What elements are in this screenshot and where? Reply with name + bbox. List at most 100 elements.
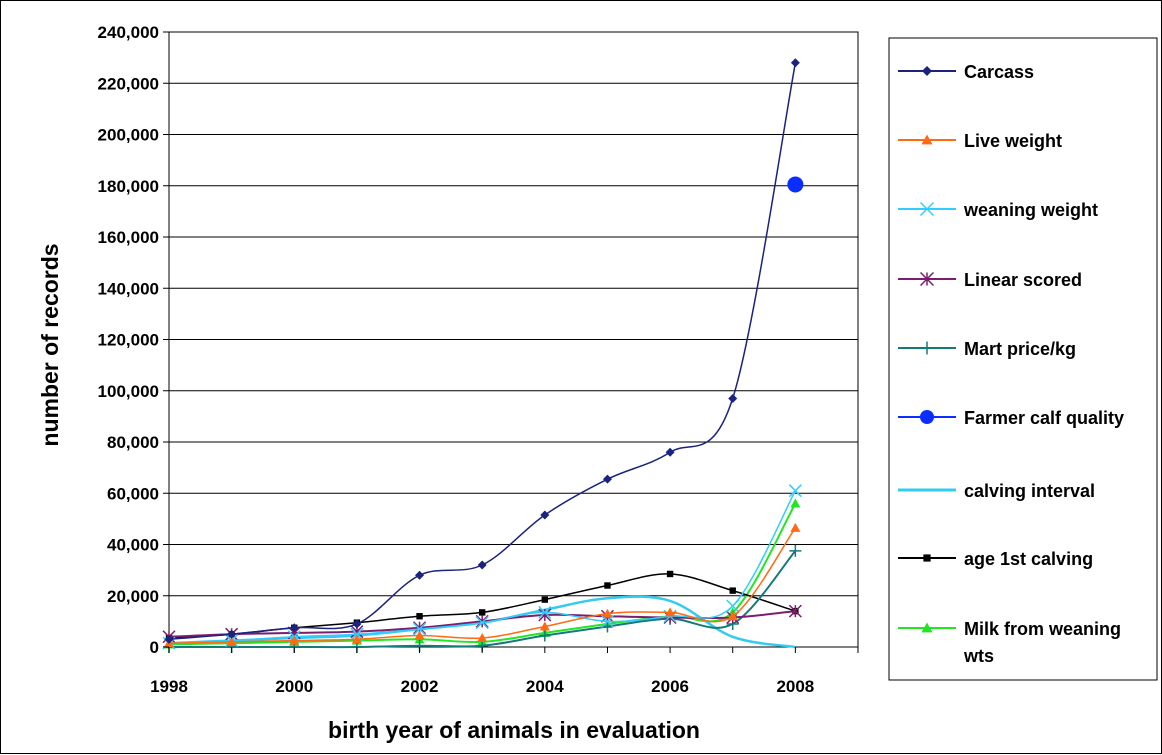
data-point <box>413 622 427 636</box>
legend-box <box>888 37 1158 681</box>
series-line <box>168 503 797 646</box>
data-point <box>602 608 613 618</box>
series-weaning-weight <box>162 484 802 650</box>
legend-label: Farmer calf quality <box>964 408 1124 428</box>
data-point <box>788 484 802 498</box>
data-point <box>477 560 487 570</box>
data-point <box>602 474 612 484</box>
data-point <box>289 623 299 633</box>
data-point <box>352 619 362 629</box>
y-tick-label: 20,000 <box>107 587 159 606</box>
y-tick-label: 60,000 <box>107 484 159 503</box>
y-tick-label: 220,000 <box>98 74 159 93</box>
y-tick-label: 100,000 <box>98 382 159 401</box>
data-point <box>415 570 425 580</box>
legend-marker <box>920 410 934 424</box>
x-tick-label: 1998 <box>150 677 188 696</box>
y-axis: 0 20,000 40,000 60,000 80,000 100,000 120,000 1… <box>98 23 169 657</box>
legend-marker <box>919 201 935 217</box>
legend-item-weaning-weight <box>898 201 956 217</box>
data-point <box>789 544 802 557</box>
data-point <box>601 620 614 633</box>
legend-marker <box>921 134 933 145</box>
data-point <box>728 393 738 403</box>
data-point <box>665 607 676 617</box>
plot-area: 0 20,000 40,000 60,000 80,000 100,000 120,000 1… <box>98 23 859 696</box>
y-tick-label: 40,000 <box>107 536 159 555</box>
gridlines <box>169 82 858 597</box>
legend-marker <box>919 271 935 287</box>
legend-label: Mart price/kg <box>964 339 1076 359</box>
data-point <box>729 587 736 594</box>
legend-label: Live weight <box>964 131 1062 151</box>
series-line <box>168 490 797 644</box>
y-tick-label: 80,000 <box>107 433 159 452</box>
y-tick-label: 160,000 <box>98 228 159 247</box>
data-point <box>665 447 675 457</box>
data-point <box>477 633 488 643</box>
series-group <box>162 58 804 653</box>
data-point <box>289 635 300 645</box>
data-point <box>475 616 489 630</box>
data-point <box>414 630 425 640</box>
data-point <box>538 608 552 622</box>
x-tick-label: 2004 <box>526 677 564 696</box>
x-axis-title: birth year of animals in evaluation <box>328 717 700 743</box>
x-tick-label: 2008 <box>776 677 814 696</box>
data-point <box>227 629 237 639</box>
data-point <box>164 634 174 644</box>
data-point <box>790 498 801 508</box>
y-tick-label: 180,000 <box>98 177 159 196</box>
legend-label: Carcass <box>964 62 1034 82</box>
y-tick-label: 120,000 <box>98 331 159 350</box>
data-point <box>478 609 486 616</box>
x-tick-label: 2006 <box>651 677 689 696</box>
data-point <box>726 599 740 613</box>
x-tick-label: 2000 <box>275 677 313 696</box>
data-point <box>787 176 804 193</box>
legend-item-live-weight <box>898 134 956 145</box>
legend-label: Milk from weaning <box>964 619 1121 639</box>
y-tick-label: 240,000 <box>98 23 159 42</box>
y-tick-label: 200,000 <box>98 126 159 145</box>
data-point <box>538 629 551 642</box>
legend-item-linear-scored <box>898 271 956 287</box>
legend-label: calving interval <box>964 481 1095 501</box>
legend-marker <box>920 341 934 355</box>
legend-item-age-1st-calving <box>898 554 956 562</box>
data-point <box>475 614 489 628</box>
legend-marker <box>922 66 932 76</box>
data-point <box>727 611 738 621</box>
series-carcass <box>164 58 800 644</box>
data-point <box>788 604 802 618</box>
x-axis: 1998 2000 2002 2004 2006 2008 <box>150 647 859 696</box>
data-point <box>541 596 549 603</box>
data-point <box>416 613 423 620</box>
legend-marker <box>923 554 931 562</box>
x-tick-label: 2002 <box>401 677 439 696</box>
legend-item-carcass <box>898 66 956 76</box>
data-point <box>604 582 611 589</box>
data-point <box>226 636 237 646</box>
y-tick-label: 140,000 <box>98 279 159 298</box>
legend-label: wts <box>963 646 994 666</box>
y-tick-label: 0 <box>150 638 159 657</box>
legend-item-farmer-calf-quality <box>898 410 956 424</box>
data-point <box>350 627 364 641</box>
legend-item-mart-price-kg <box>898 341 956 355</box>
y-axis-title: number of records <box>37 243 63 446</box>
legend-item-milk-from-weaning-wts <box>898 622 956 633</box>
legend-label: age 1st calving <box>964 549 1093 569</box>
data-point <box>790 58 800 68</box>
legend-label: Linear scored <box>964 270 1082 290</box>
series-line <box>168 527 797 644</box>
data-point <box>538 605 552 619</box>
data-point <box>666 570 674 578</box>
series-farmer-calf-quality <box>787 176 804 193</box>
data-point <box>790 522 801 532</box>
data-point <box>539 621 550 631</box>
legend: Carcass Live weight weaning weight Linear s… <box>888 37 1158 681</box>
legend-label: weaning weight <box>963 200 1098 220</box>
